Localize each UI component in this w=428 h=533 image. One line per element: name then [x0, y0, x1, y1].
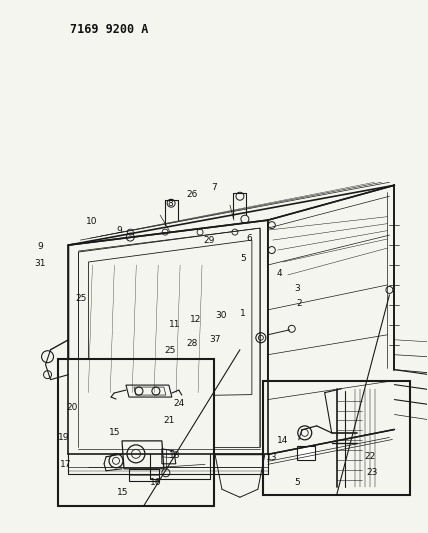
- Text: 25: 25: [75, 294, 86, 303]
- Text: 13: 13: [266, 453, 278, 462]
- Text: 23: 23: [366, 467, 377, 477]
- Text: 5: 5: [240, 254, 246, 263]
- Text: 24: 24: [173, 399, 184, 408]
- Bar: [297, 446, 315, 460]
- Text: 3: 3: [294, 284, 300, 293]
- Text: 16: 16: [150, 478, 161, 487]
- Text: 7169 9200 A: 7169 9200 A: [71, 23, 149, 36]
- Text: 22: 22: [364, 452, 375, 461]
- Bar: [155, 464, 205, 482]
- Text: 17: 17: [60, 459, 71, 469]
- Text: 4: 4: [276, 270, 282, 278]
- Text: 31: 31: [35, 259, 46, 268]
- Text: 18: 18: [169, 450, 181, 459]
- Text: 26: 26: [186, 190, 197, 199]
- Text: 21: 21: [163, 416, 175, 425]
- Bar: [58, 359, 214, 506]
- Text: 6: 6: [247, 234, 252, 243]
- Text: 20: 20: [67, 403, 78, 412]
- Text: 15: 15: [109, 428, 121, 437]
- Text: 9: 9: [38, 242, 43, 251]
- Text: 10: 10: [86, 217, 97, 226]
- Text: 25: 25: [165, 346, 176, 355]
- Text: 11: 11: [169, 320, 181, 329]
- Text: 12: 12: [190, 315, 202, 324]
- Text: 8: 8: [168, 199, 173, 208]
- Text: 5: 5: [294, 478, 300, 487]
- Text: 29: 29: [203, 237, 214, 246]
- Text: 1: 1: [240, 309, 246, 318]
- Text: 7: 7: [211, 183, 217, 192]
- Text: 30: 30: [215, 311, 226, 320]
- Text: 14: 14: [276, 436, 288, 445]
- Bar: [263, 381, 410, 495]
- Text: 28: 28: [186, 339, 197, 348]
- Text: 2: 2: [297, 299, 302, 308]
- Text: 9: 9: [116, 226, 122, 235]
- Text: 37: 37: [210, 335, 221, 344]
- Text: 15: 15: [116, 488, 128, 497]
- Bar: [155, 459, 210, 479]
- Text: 19: 19: [58, 433, 70, 441]
